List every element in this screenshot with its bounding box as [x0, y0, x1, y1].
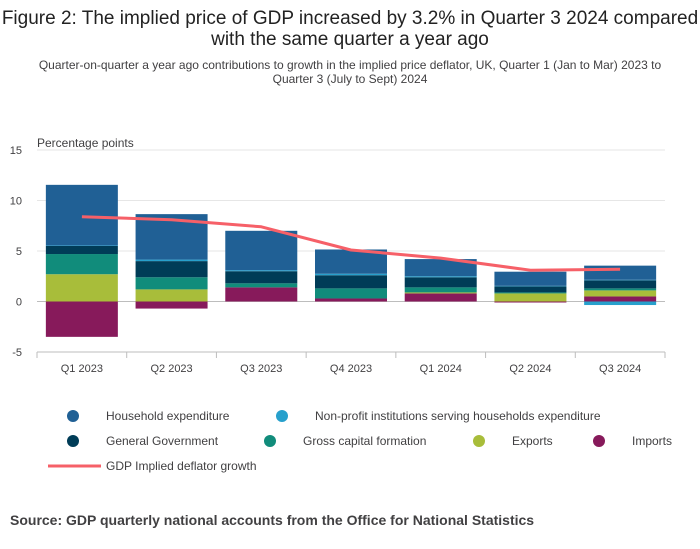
legend-label-deflator: GDP Implied deflator growth — [106, 459, 257, 473]
bar-segment-npish — [225, 270, 298, 272]
legend-marker-government — [67, 435, 79, 447]
bar-segment-government — [404, 277, 477, 288]
bar-segment-exports — [45, 274, 118, 302]
chart-title: Figure 2: The implied price of GDP incre… — [1, 8, 699, 50]
y-tick-label: 0 — [16, 297, 22, 309]
x-tick-label: Q4 2023 — [330, 363, 372, 375]
legend-label-npish: Non-profit institutions serving househol… — [315, 409, 601, 423]
bars — [45, 184, 657, 337]
x-tick-label: Q2 2023 — [150, 363, 192, 375]
y-tick-label: -5 — [12, 347, 22, 359]
bar-segment-exports — [494, 293, 567, 302]
x-tick-label: Q1 2023 — [61, 363, 103, 375]
bar-segment-npish — [45, 245, 118, 246]
bar-segment-household — [45, 184, 118, 246]
bar-segment-household — [225, 230, 298, 271]
bar-segment-imports — [404, 293, 477, 302]
legend-label-household: Household expenditure — [106, 409, 230, 423]
bar-segment-imports — [135, 301, 208, 309]
bar-segment-imports — [225, 287, 298, 302]
bar-segment-government — [584, 280, 657, 289]
bar-segment-exports — [404, 292, 477, 294]
bar-segment-government — [315, 275, 387, 289]
legend-marker-npish — [276, 410, 288, 422]
legend-label-gcf: Gross capital formation — [303, 434, 426, 448]
deflator-line — [81, 215, 621, 272]
y-tick-label: 15 — [10, 145, 22, 157]
legend-marker-imports — [593, 435, 605, 447]
bar-segment-household — [584, 265, 657, 280]
legend-label-imports: Imports — [632, 434, 672, 448]
bar-segment-npish — [494, 285, 567, 287]
bar-segment-government — [45, 245, 118, 255]
chart-subtitle: Quarter-on-quarter a year ago contributi… — [38, 58, 662, 86]
bar-segment-gcf — [225, 283, 298, 288]
legend-label-government: General Government — [106, 434, 219, 448]
bar-segment-imports — [315, 298, 387, 302]
source-note: Source: GDP quarterly national accounts … — [10, 512, 535, 528]
bar-segment-household — [404, 259, 477, 277]
y-tick-label: 5 — [16, 246, 22, 258]
bar-segment-imports — [584, 296, 657, 302]
bar-segment-household — [494, 271, 567, 286]
x-axis: Q1 2023 Q2 2023 Q3 2023 Q4 2023 Q1 2024 Q2 20… — [36, 351, 666, 375]
bar-segment-exports — [135, 289, 208, 302]
legend-marker-household — [67, 410, 79, 422]
y-axis: -5 0 5 10 15 — [10, 145, 22, 359]
bar-segment-npish — [135, 259, 208, 262]
bar-segment-gcf — [494, 292, 567, 294]
bar-segment-government — [135, 261, 208, 278]
bar-segment-gcf — [45, 254, 118, 275]
bar-segment-government — [494, 286, 567, 293]
y-axis-label: Percentage points — [37, 136, 134, 150]
bar-segment-imports — [45, 301, 118, 337]
legend-marker-gcf — [264, 435, 276, 447]
bar-segment-npish — [315, 273, 387, 276]
bar-segment-gcf — [404, 287, 477, 293]
y-tick-label: 10 — [10, 196, 22, 208]
x-tick-label: Q1 2024 — [420, 363, 462, 375]
bar-segment-exports — [584, 290, 657, 297]
bar-segment-gcf — [315, 288, 387, 299]
deflator-series-line — [81, 215, 621, 272]
legend-label-exports: Exports — [512, 434, 553, 448]
x-tick-label: Q3 2023 — [240, 363, 282, 375]
bar-segment-npish — [404, 276, 477, 278]
x-tick-label: Q2 2024 — [509, 363, 551, 375]
legend: Household expenditure Non-profit institut… — [48, 409, 672, 473]
bar-segment-imports — [494, 301, 567, 303]
bar-segment-npish — [584, 279, 657, 281]
bar-segment-npish — [584, 301, 657, 306]
bar-segment-gcf — [584, 288, 657, 291]
bar-segment-gcf — [135, 277, 208, 290]
x-tick-label: Q3 2024 — [599, 363, 641, 375]
bar-segment-government — [225, 271, 298, 284]
legend-marker-exports — [473, 435, 485, 447]
chart: -5 0 5 10 15 Percentage points Q1 2023 Q2 202… — [10, 136, 672, 473]
